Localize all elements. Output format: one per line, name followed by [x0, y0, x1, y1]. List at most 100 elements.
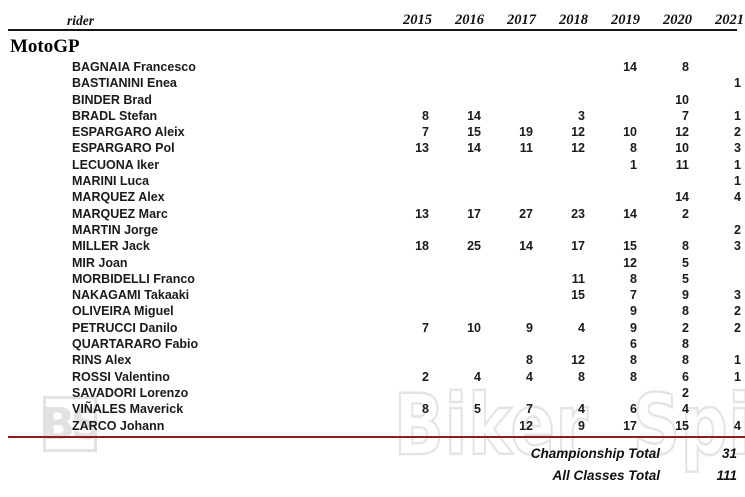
score-cell: 10: [623, 125, 637, 140]
rider-name: MORBIDELLI Franco: [72, 271, 195, 286]
score-cell: [433, 418, 485, 434]
score-cell: [381, 271, 433, 287]
score-cell: [433, 271, 485, 287]
rider-row: BAGNAIA Francesco 14 8: [0, 59, 745, 75]
rider-name: NAKAGAMI Takaaki: [72, 288, 190, 303]
score-cell: [693, 385, 745, 401]
bs-watermark-label: BS: [43, 398, 97, 450]
score-cell: [381, 303, 433, 319]
score-cell: [381, 336, 433, 352]
score-cell: 8: [682, 239, 689, 254]
score-cell: [433, 59, 485, 75]
rider-name: SAVADORI Lorenzo: [72, 385, 189, 400]
score-cell: [485, 255, 537, 271]
score-cell: 7: [682, 108, 689, 123]
rider-name: ZARCO Johann: [72, 418, 165, 433]
score-cell: 14: [467, 141, 481, 156]
score-cell: 12: [571, 353, 585, 368]
score-cell: 14: [623, 60, 637, 74]
score-cell: 12: [675, 125, 689, 140]
score-cell: 1: [630, 157, 637, 172]
score-cell: [537, 255, 589, 271]
score-cell: [381, 92, 433, 108]
score-cell: [537, 385, 589, 401]
score-cell: 15: [623, 239, 637, 254]
score-cell: [485, 189, 537, 205]
score-cell: 4: [578, 402, 585, 417]
rider-name: BAGNAIA Francesco: [72, 60, 196, 74]
score-cell: 2: [682, 385, 689, 400]
score-cell: 15: [571, 288, 585, 303]
score-cell: 1: [734, 369, 741, 384]
rider-name: VIÑALES Maverick: [72, 402, 184, 417]
score-cell: [433, 352, 485, 368]
score-cell: [537, 189, 589, 205]
rider-row: SAVADORI Lorenzo 2: [0, 385, 745, 401]
score-cell: 12: [519, 418, 533, 433]
score-cell: 17: [623, 418, 637, 433]
score-cell: 2: [422, 369, 429, 384]
score-cell: [381, 59, 433, 75]
year-column-header: 2021: [715, 12, 744, 28]
championship-total-row: Championship Total 31: [0, 443, 745, 465]
score-cell: 14: [623, 206, 637, 221]
rider-name: ESPARGARO Aleix: [72, 125, 185, 140]
score-cell: [537, 92, 589, 108]
score-cell: [381, 173, 433, 189]
rider-row: BRADL Stefan 8 14 3 7 1: [0, 108, 745, 124]
year-column-header: 2015: [403, 12, 432, 28]
score-cell: [485, 303, 537, 319]
score-cell: 11: [519, 141, 533, 156]
score-cell: [537, 173, 589, 189]
rider-name: MILLER Jack: [72, 239, 150, 254]
championship-total-label: Championship Total: [530, 446, 660, 462]
score-cell: 1: [734, 353, 741, 368]
score-cell: 3: [734, 141, 741, 156]
score-cell: 8: [682, 353, 689, 368]
score-cell: [537, 75, 589, 91]
score-cell: 11: [571, 271, 585, 286]
score-cell: 9: [526, 320, 533, 335]
score-cell: [537, 336, 589, 352]
rider-row: MIR Joan 12 5: [0, 255, 745, 271]
score-cell: 27: [519, 206, 533, 221]
score-cell: [693, 255, 745, 271]
rider-name: BASTIANINI Enea: [72, 76, 177, 91]
score-cell: [589, 92, 641, 108]
rider-row: BASTIANINI Enea 1: [0, 75, 745, 91]
score-cell: 1: [734, 76, 741, 91]
score-cell: [381, 418, 433, 434]
rider-column-header: rider: [67, 13, 94, 28]
score-cell: 9: [630, 320, 637, 335]
score-cell: 8: [630, 369, 637, 384]
totals-section: Championship Total 31 All Classes Total …: [0, 443, 745, 487]
score-cell: 12: [623, 255, 637, 270]
score-cell: [433, 92, 485, 108]
rider-name: LECUONA Iker: [72, 157, 160, 172]
score-cell: [537, 303, 589, 319]
rider-row: VIÑALES Maverick 8 5 7 4 6 4: [0, 401, 745, 417]
score-cell: 3: [734, 239, 741, 254]
score-cell: 2: [734, 222, 741, 237]
score-cell: 14: [675, 190, 689, 205]
score-cell: 6: [630, 402, 637, 417]
score-cell: 4: [474, 369, 481, 384]
score-cell: [485, 108, 537, 124]
rider-row: LECUONA Iker 1 11 1: [0, 157, 745, 173]
score-cell: [433, 287, 485, 303]
rider-row: BINDER Brad 10: [0, 92, 745, 108]
score-cell: 5: [682, 271, 689, 286]
header-divider-line: [8, 29, 737, 31]
rider-name: PETRUCCI Danilo: [72, 320, 178, 335]
score-cell: 2: [682, 206, 689, 221]
rider-row: MARQUEZ Marc 13 17 27 23 14 2: [0, 206, 745, 222]
score-cell: [641, 222, 693, 238]
score-cell: 2: [734, 125, 741, 140]
year-column-header: 2019: [611, 12, 640, 28]
rider-name: ESPARGARO Pol: [72, 141, 175, 156]
year-column-header: 2017: [507, 12, 536, 28]
score-cell: 4: [682, 402, 689, 417]
score-cell: [485, 173, 537, 189]
score-cell: 5: [682, 255, 689, 270]
